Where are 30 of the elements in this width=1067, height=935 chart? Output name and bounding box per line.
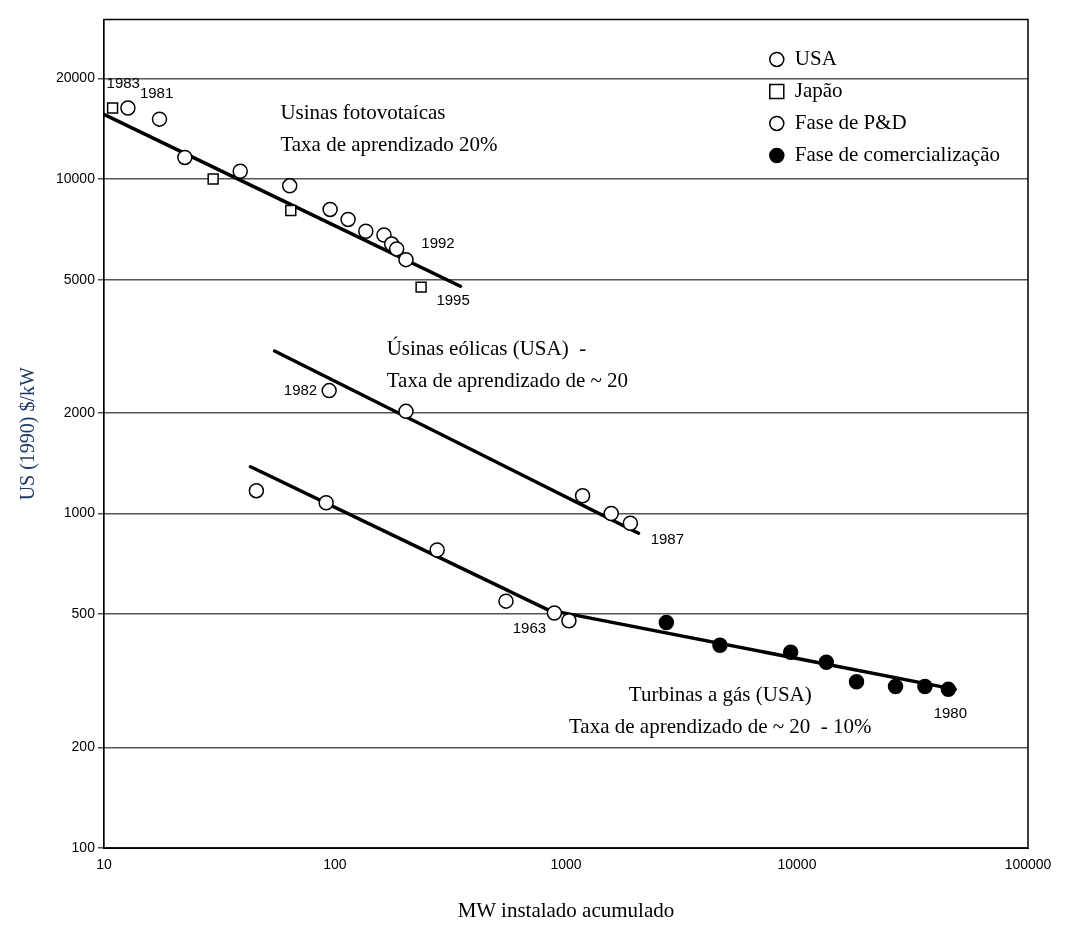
annotation: 1987 bbox=[650, 530, 685, 548]
y-tick-label: 100 bbox=[71, 838, 96, 855]
annotation: 1995 bbox=[436, 291, 470, 309]
y-axis-title: US (1990) $/kW bbox=[16, 366, 40, 501]
annotation: 1982 bbox=[283, 380, 318, 398]
y-tick-label: 500 bbox=[71, 605, 96, 622]
y-tick-label: 200 bbox=[71, 738, 96, 755]
annotation: Usinas fotovotaícas Taxa de aprendizado 20% bbox=[280, 100, 498, 157]
x-tick-label: 100000 bbox=[1004, 856, 1052, 873]
legend-label: USA bbox=[794, 45, 838, 70]
annotation: 1980 bbox=[933, 703, 968, 721]
annotation: 1983 bbox=[106, 74, 140, 92]
annotation: Úsinas eólicas (USA) - Taxa de aprendizado de ~ 20 bbox=[386, 335, 629, 392]
y-tick-label: 1000 bbox=[63, 504, 96, 521]
annotation: 1992 bbox=[421, 233, 455, 251]
legend-label: Fase de P&D bbox=[794, 109, 907, 134]
y-tick-label: 20000 bbox=[55, 69, 96, 86]
y-tick-label: 10000 bbox=[55, 169, 96, 186]
x-tick-label: 10 bbox=[96, 856, 112, 873]
legend-label: Japão bbox=[794, 77, 843, 102]
legend-label: Fase de comercialização bbox=[794, 141, 1001, 166]
y-tick-label: 5000 bbox=[63, 270, 96, 287]
x-tick-label: 100 bbox=[323, 856, 347, 873]
x-tick-label: 1000 bbox=[550, 856, 582, 873]
x-tick-label: 10000 bbox=[777, 856, 817, 873]
annotation: 1963 bbox=[512, 619, 547, 637]
y-tick-label: 2000 bbox=[63, 403, 96, 420]
annotation: Turbinas a gás (USA) Taxa de aprendizado de ~ 20 - 10% bbox=[568, 682, 872, 739]
annotation: 1981 bbox=[139, 84, 174, 102]
x-axis-title: MW instalado acumulado bbox=[457, 897, 675, 922]
